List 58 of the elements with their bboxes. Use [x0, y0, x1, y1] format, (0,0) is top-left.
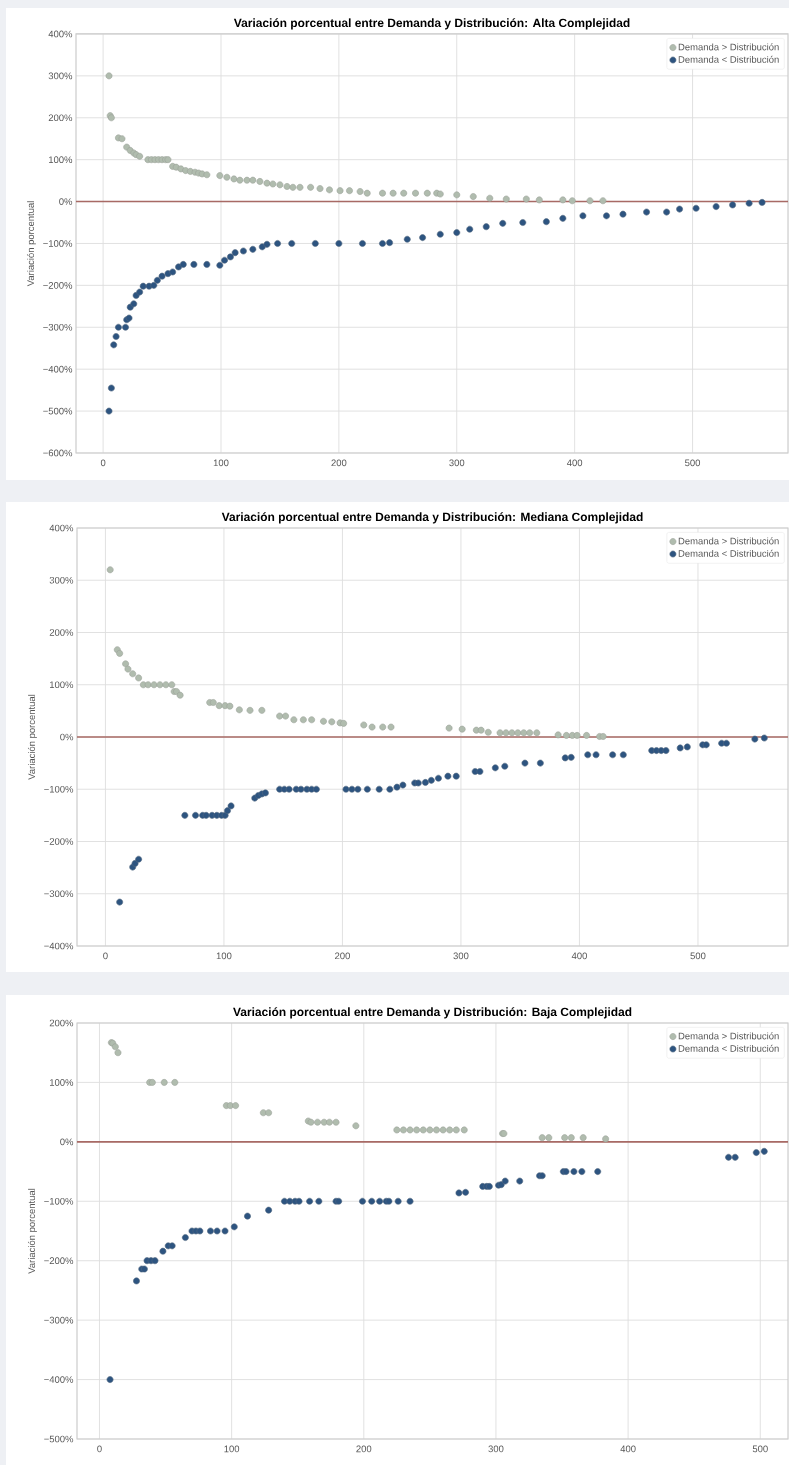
- x-tick-label: 300: [488, 1445, 504, 1453]
- y-tick-label: 0%: [60, 1138, 74, 1146]
- y-tick-label: 0%: [59, 198, 73, 205]
- x-tick-label: 200: [356, 1445, 372, 1453]
- x-tick-label: 0: [100, 459, 106, 467]
- y-tick-label: 200%: [49, 1019, 74, 1027]
- y-axis-title: Variación porcentual: [26, 201, 36, 287]
- y-tick-label: −300%: [43, 323, 73, 331]
- x-tick-label: 300: [453, 952, 469, 960]
- legend-label: Demanda < Distribución: [678, 1044, 779, 1052]
- x-tick-label: 200: [331, 459, 347, 467]
- y-tick-label: −400%: [44, 942, 74, 950]
- y-tick-label: 300%: [48, 72, 73, 80]
- y-tick-label: 200%: [48, 114, 73, 122]
- y-tick-label: −300%: [44, 890, 74, 898]
- y-tick-label: 200%: [49, 629, 74, 636]
- y-axis-title: Variación porcentual: [27, 1188, 37, 1274]
- x-tick-label: 400: [571, 952, 587, 960]
- legend-label: Demanda > Distribución: [678, 1032, 779, 1040]
- y-tick-label: −500%: [43, 407, 73, 415]
- y-tick-label: −300%: [44, 1316, 74, 1324]
- chart-title: Variación porcentual entre Demanda y Distribución: Alta Complejidad: [233, 18, 630, 30]
- y-tick-label: −200%: [44, 838, 74, 845]
- x-tick-label: 100: [213, 459, 229, 467]
- x-tick-label: 0: [103, 952, 108, 960]
- y-tick-label: 300%: [49, 576, 74, 584]
- legend-label: Demanda < Distribución: [678, 55, 779, 63]
- x-tick-label: 400: [620, 1445, 636, 1453]
- y-tick-label: −600%: [43, 449, 73, 457]
- y-tick-label: 100%: [49, 681, 74, 689]
- x-tick-label: 300: [449, 459, 465, 467]
- legend-label: Demanda > Distribución: [678, 537, 779, 545]
- x-tick-label: 200: [335, 952, 350, 960]
- y-tick-label: −500%: [44, 1435, 74, 1443]
- y-tick-label: −400%: [44, 1376, 74, 1383]
- x-tick-label: 100: [216, 952, 232, 960]
- x-tick-label: 500: [752, 1445, 768, 1453]
- chart-title: Variación porcentual entre Demanda y Distribución: Mediana Complejidad: [221, 512, 643, 524]
- x-tick-label: 400: [566, 459, 583, 467]
- y-tick-label: −200%: [44, 1257, 74, 1265]
- legend-label: Demanda < Distribución: [678, 549, 779, 557]
- y-tick-label: 100%: [49, 1079, 74, 1086]
- x-tick-label: 100: [224, 1445, 240, 1453]
- x-tick-label: 500: [685, 459, 701, 467]
- y-tick-label: −100%: [44, 785, 74, 793]
- y-tick-label: 0%: [60, 733, 74, 741]
- chart-title: Variación porcentual entre Demanda y Distribución: Baja Complejidad: [233, 1007, 632, 1019]
- y-tick-label: −100%: [44, 1197, 74, 1205]
- y-tick-label: 400%: [49, 524, 74, 532]
- y-tick-label: −100%: [43, 240, 73, 247]
- y-tick-label: 400%: [48, 30, 73, 38]
- y-axis-title: Variación porcentual: [27, 694, 37, 780]
- y-tick-label: 100%: [48, 156, 73, 164]
- legend-label: Demanda > Distribución: [678, 43, 779, 51]
- y-tick-label: −400%: [43, 365, 73, 373]
- x-tick-label: 0: [97, 1445, 102, 1453]
- x-tick-label: 500: [690, 952, 706, 960]
- y-tick-label: −200%: [43, 282, 73, 289]
